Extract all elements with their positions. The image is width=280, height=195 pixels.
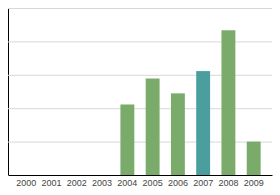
bar (171, 93, 185, 175)
bar (146, 79, 160, 175)
x-tick: 2009 (244, 175, 264, 188)
x-tick-label: 2006 (168, 178, 188, 188)
x-tick: 2000 (16, 175, 36, 188)
x-tick: 2004 (117, 175, 137, 188)
y-tick (8, 8, 272, 9)
bar (221, 30, 235, 175)
x-tick: 2002 (67, 175, 87, 188)
x-tick: 2006 (168, 175, 188, 188)
x-tick-label: 2003 (92, 178, 112, 188)
bars (120, 30, 260, 175)
y-tick (8, 175, 272, 176)
bar (247, 142, 261, 175)
y-axis (8, 9, 272, 176)
x-tick-label: 2001 (42, 178, 62, 188)
grid-line (8, 8, 272, 9)
x-tick: 2007 (193, 175, 213, 188)
x-tick: 2008 (218, 175, 238, 188)
x-axis: 2000 2001 2002 2003 2004 2005 2006 2007 2008 2009 (9, 175, 273, 188)
plot: 2000 2001 2002 2003 2004 2005 2006 2007 2008 2009 (8, 9, 273, 189)
x-tick-label: 2005 (143, 178, 163, 188)
chart: 2000 2001 2002 2003 2004 2005 2006 2007 2008 2009 (0, 0, 280, 195)
x-tick-label: 2004 (117, 178, 137, 188)
bar (95, 175, 109, 176)
bar (120, 104, 134, 175)
x-tick: 2003 (92, 175, 112, 188)
grid-line (8, 175, 272, 176)
x-tick-label: 2008 (218, 178, 238, 188)
x-tick-label: 2000 (16, 178, 36, 188)
bar (70, 175, 84, 176)
bar (196, 71, 210, 175)
x-tick: 2001 (42, 175, 62, 188)
y-axis-line (9, 9, 273, 176)
x-tick-label: 2007 (193, 178, 213, 188)
x-tick: 2005 (143, 175, 163, 188)
x-axis-line (9, 175, 273, 176)
bar (19, 175, 33, 176)
bar (45, 175, 59, 176)
x-tick-label: 2002 (67, 178, 87, 188)
x-tick-label: 2009 (244, 178, 264, 188)
